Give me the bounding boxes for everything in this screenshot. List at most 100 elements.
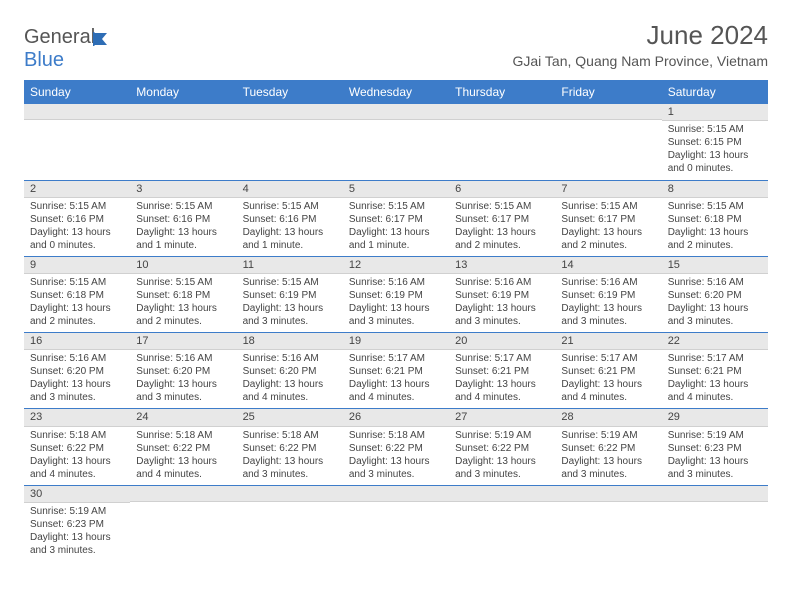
day-body: Sunrise: 5:16 AMSunset: 6:20 PMDaylight:… — [662, 274, 768, 332]
calendar-cell: 12Sunrise: 5:16 AMSunset: 6:19 PMDayligh… — [343, 256, 449, 332]
sunrise-line: Sunrise: 5:17 AM — [349, 352, 443, 365]
col-sunday: Sunday — [24, 80, 130, 104]
daylight-line: Daylight: 13 hours and 3 minutes. — [561, 455, 655, 481]
sunrise-line: Sunrise: 5:18 AM — [136, 429, 230, 442]
daylight-line: Daylight: 13 hours and 0 minutes. — [30, 226, 124, 252]
calendar-cell — [343, 485, 449, 561]
daylight-line: Daylight: 13 hours and 3 minutes. — [668, 455, 762, 481]
day-body: Sunrise: 5:15 AMSunset: 6:17 PMDaylight:… — [449, 198, 555, 256]
sunrise-line: Sunrise: 5:15 AM — [668, 123, 762, 136]
calendar-header-row: Sunday Monday Tuesday Wednesday Thursday… — [24, 80, 768, 104]
sunset-line: Sunset: 6:16 PM — [243, 213, 337, 226]
calendar-cell: 3Sunrise: 5:15 AMSunset: 6:16 PMDaylight… — [130, 180, 236, 256]
daylight-line: Daylight: 13 hours and 3 minutes. — [243, 455, 337, 481]
day-number: 28 — [555, 409, 661, 426]
calendar-cell: 1Sunrise: 5:15 AMSunset: 6:15 PMDaylight… — [662, 104, 768, 180]
calendar-table: Sunday Monday Tuesday Wednesday Thursday… — [24, 80, 768, 561]
sunrise-line: Sunrise: 5:17 AM — [668, 352, 762, 365]
sunset-line: Sunset: 6:21 PM — [349, 365, 443, 378]
logo-text-blue: Blue — [24, 49, 64, 71]
sunset-line: Sunset: 6:22 PM — [136, 442, 230, 455]
calendar-cell — [449, 485, 555, 561]
month-title: June 2024 — [513, 20, 769, 51]
calendar-cell: 20Sunrise: 5:17 AMSunset: 6:21 PMDayligh… — [449, 333, 555, 409]
calendar-cell: 23 Sunrise: 5:18 AMSunset: 6:22 PMDayligh… — [24, 409, 130, 485]
calendar-week-row: 2Sunrise: 5:15 AMSunset: 6:16 PMDaylight… — [24, 180, 768, 256]
daylight-line: Daylight: 13 hours and 2 minutes. — [30, 302, 124, 328]
day-body: Sunrise: 5:17 AMSunset: 6:21 PMDaylight:… — [555, 350, 661, 408]
sunrise-line: Sunrise: 5:15 AM — [243, 276, 337, 289]
sunset-line: Sunset: 6:16 PM — [30, 213, 124, 226]
day-body: Sunrise: 5:15 AMSunset: 6:19 PMDaylight:… — [237, 274, 343, 332]
day-number: 9 — [24, 257, 130, 274]
sunrise-line: Sunrise: 5:15 AM — [349, 200, 443, 213]
sunrise-line: Sunrise: 5:18 AM — [30, 429, 124, 442]
day-number: 2 — [24, 181, 130, 198]
calendar-cell: 28Sunrise: 5:19 AMSunset: 6:22 PMDayligh… — [555, 409, 661, 485]
calendar-cell — [555, 485, 661, 561]
sunrise-line: Sunrise: 5:19 AM — [561, 429, 655, 442]
sunrise-line: Sunrise: 5:16 AM — [455, 276, 549, 289]
day-number: 16 — [24, 333, 130, 350]
day-number: 6 — [449, 181, 555, 198]
daylight-line: Daylight: 13 hours and 4 minutes. — [30, 455, 124, 481]
sunrise-line: Sunrise: 5:16 AM — [668, 276, 762, 289]
day-number: 15 — [662, 257, 768, 274]
day-number: 4 — [237, 181, 343, 198]
sunrise-line: Sunrise: 5:17 AM — [561, 352, 655, 365]
calendar-cell — [130, 104, 236, 180]
day-number: 14 — [555, 257, 661, 274]
sunrise-line: Sunrise: 5:15 AM — [136, 276, 230, 289]
location: GJai Tan, Quang Nam Province, Vietnam — [513, 53, 769, 69]
calendar-cell — [24, 104, 130, 180]
sunrise-line: Sunrise: 5:15 AM — [561, 200, 655, 213]
empty-day — [237, 486, 343, 502]
sunset-line: Sunset: 6:19 PM — [561, 289, 655, 302]
day-body: Sunrise: 5:15 AMSunset: 6:18 PMDaylight:… — [130, 274, 236, 332]
sunset-line: Sunset: 6:17 PM — [349, 213, 443, 226]
col-friday: Friday — [555, 80, 661, 104]
day-number: 27 — [449, 409, 555, 426]
calendar-week-row: 1Sunrise: 5:15 AMSunset: 6:15 PMDaylight… — [24, 104, 768, 180]
calendar-cell: 2Sunrise: 5:15 AMSunset: 6:16 PMDaylight… — [24, 180, 130, 256]
day-number: 7 — [555, 181, 661, 198]
day-body: Sunrise: 5:19 AMSunset: 6:23 PMDaylight:… — [24, 503, 130, 561]
day-number: 25 — [237, 409, 343, 426]
daylight-line: Daylight: 13 hours and 3 minutes. — [30, 378, 124, 404]
empty-day — [662, 486, 768, 502]
calendar-cell: 17Sunrise: 5:16 AMSunset: 6:20 PMDayligh… — [130, 333, 236, 409]
sunset-line: Sunset: 6:23 PM — [30, 518, 124, 531]
day-number: 29 — [662, 409, 768, 426]
daylight-line: Daylight: 13 hours and 4 minutes. — [561, 378, 655, 404]
daylight-line: Daylight: 13 hours and 1 minute. — [243, 226, 337, 252]
day-body: Sunrise: 5:15 AMSunset: 6:16 PMDaylight:… — [130, 198, 236, 256]
logo: GeneralBlue — [24, 26, 115, 72]
day-body: Sunrise: 5:17 AMSunset: 6:21 PMDaylight:… — [449, 350, 555, 408]
calendar-cell: 30Sunrise: 5:19 AMSunset: 6:23 PMDayligh… — [24, 485, 130, 561]
sunset-line: Sunset: 6:18 PM — [668, 213, 762, 226]
sunset-line: Sunset: 6:20 PM — [136, 365, 230, 378]
day-body: Sunrise: 5:16 AMSunset: 6:20 PMDaylight:… — [130, 350, 236, 408]
daylight-line: Daylight: 13 hours and 3 minutes. — [668, 302, 762, 328]
sunrise-line: Sunrise: 5:15 AM — [30, 276, 124, 289]
daylight-line: Daylight: 13 hours and 0 minutes. — [668, 149, 762, 175]
day-body: Sunrise: 5:16 AMSunset: 6:20 PMDaylight:… — [237, 350, 343, 408]
day-number: 3 — [130, 181, 236, 198]
sunset-line: Sunset: 6:18 PM — [30, 289, 124, 302]
sunset-line: Sunset: 6:21 PM — [561, 365, 655, 378]
sunrise-line: Sunrise: 5:15 AM — [136, 200, 230, 213]
day-body: Sunrise: 5:19 AMSunset: 6:22 PMDaylight:… — [555, 427, 661, 485]
col-wednesday: Wednesday — [343, 80, 449, 104]
empty-day — [237, 104, 343, 120]
day-body: Sunrise: 5:16 AMSunset: 6:19 PMDaylight:… — [555, 274, 661, 332]
sunrise-line: Sunrise: 5:18 AM — [349, 429, 443, 442]
sunset-line: Sunset: 6:22 PM — [30, 442, 124, 455]
sunset-line: Sunset: 6:22 PM — [561, 442, 655, 455]
calendar-cell: 25Sunrise: 5:18 AMSunset: 6:22 PMDayligh… — [237, 409, 343, 485]
col-thursday: Thursday — [449, 80, 555, 104]
day-number: 19 — [343, 333, 449, 350]
calendar-cell: 21Sunrise: 5:17 AMSunset: 6:21 PMDayligh… — [555, 333, 661, 409]
day-number: 30 — [24, 486, 130, 503]
day-number: 1 — [662, 104, 768, 121]
day-number: 23 — [24, 409, 130, 426]
